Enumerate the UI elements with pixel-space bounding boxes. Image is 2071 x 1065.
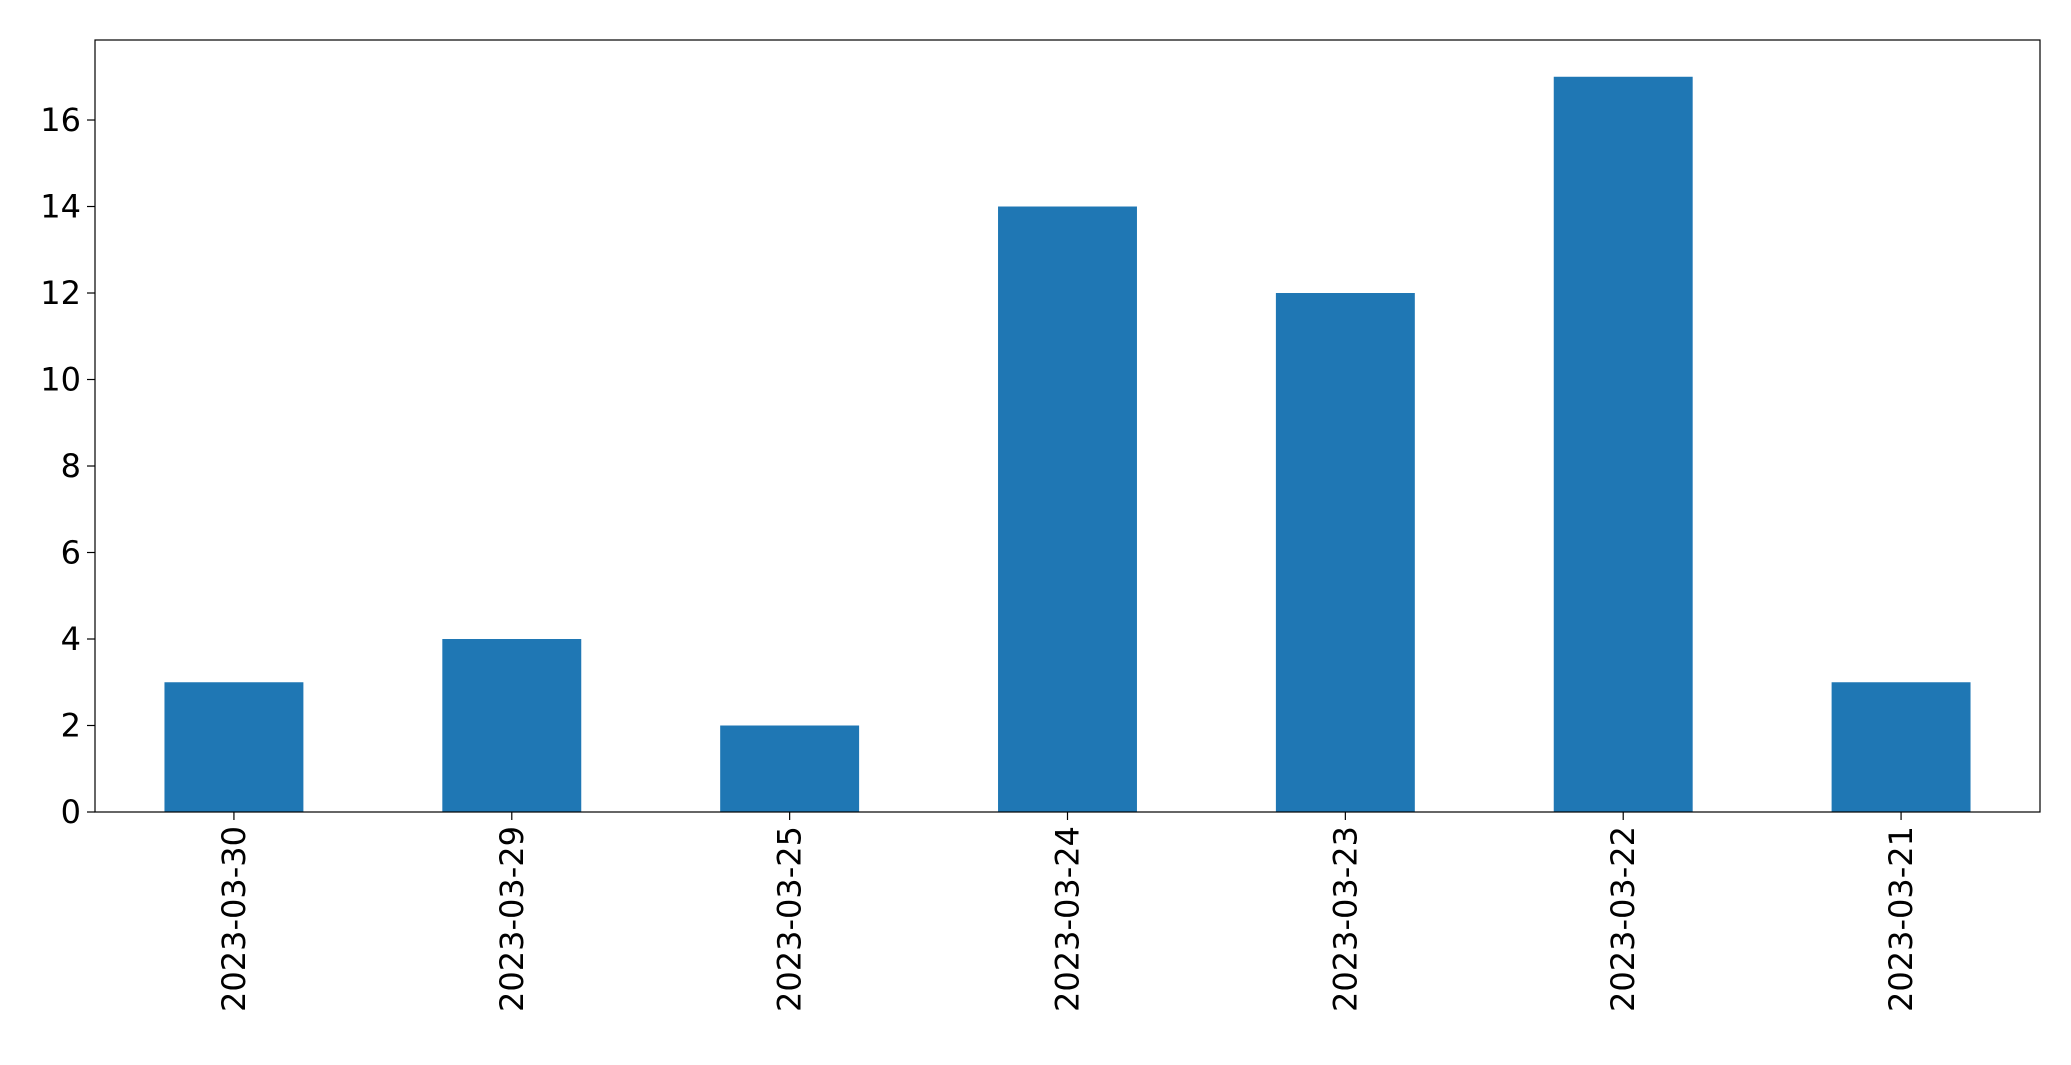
x-axis-ticks: 2023-03-30 2023-03-29 2023-03-25 2023-03-24… (215, 812, 1920, 1012)
x-tick-label: 2023-03-23 (1326, 826, 1364, 1012)
bar-2023-03-29 (442, 639, 582, 812)
x-tick-label: 2023-03-29 (493, 826, 531, 1012)
y-tick-label: 14 (40, 188, 81, 226)
y-tick-label: 8 (61, 447, 81, 485)
y-tick-label: 6 (61, 534, 81, 572)
y-tick-label: 0 (61, 793, 81, 831)
y-tick-label: 4 (61, 620, 81, 658)
x-tick-label: 2023-03-30 (215, 826, 253, 1012)
bars-layer (164, 76, 1971, 812)
x-tick-label: 2023-03-22 (1604, 826, 1642, 1012)
x-tick-label: 2023-03-24 (1049, 826, 1087, 1012)
y-tick-label: 16 (40, 101, 81, 139)
y-tick-label: 12 (40, 274, 81, 312)
x-tick-label: 2023-03-21 (1882, 826, 1920, 1012)
x-tick-label: 2023-03-25 (771, 826, 809, 1012)
bar-2023-03-25 (720, 725, 860, 812)
y-tick-label: 10 (40, 361, 81, 399)
bar-2023-03-21 (1831, 682, 1971, 812)
bar-2023-03-24 (998, 206, 1137, 812)
y-tick-label: 2 (61, 707, 81, 745)
y-axis-ticks: 0 2 4 6 8 10 12 14 16 (40, 101, 95, 831)
bar-2023-03-23 (1275, 293, 1415, 812)
bar-2023-03-30 (164, 682, 304, 812)
bar-2023-03-22 (1553, 76, 1693, 812)
